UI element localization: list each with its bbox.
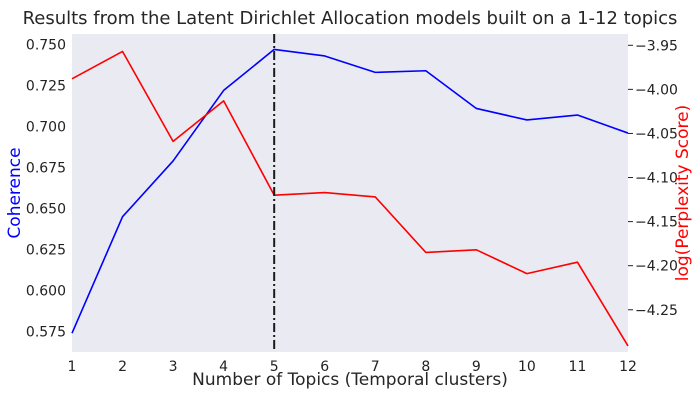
x-tick-label: 1 [68,359,77,375]
x-axis-title: Number of Topics (Temporal clusters) [192,370,508,390]
x-tick-label: 6 [320,359,329,375]
plot-area [72,34,628,352]
x-tick-label: 2 [118,359,127,375]
right-y-axis-title: log(Perplexity Score) [673,105,693,281]
left-y-axis-title: Coherence [5,147,25,238]
left-y-tick-label: 0.750 [26,37,66,53]
left-y-tick-label: 0.700 [26,119,66,135]
right-y-axis: −4.25 −4.20 −4.15 −4.10 −4.05 −4.00 −3.95 [628,38,678,319]
left-y-tick-label: 0.675 [26,160,66,176]
right-y-tick-label: −3.95 [635,38,678,54]
left-y-tick-label: 0.600 [26,283,66,299]
chart-title: Results from the Latent Dirichlet Alloca… [23,8,678,29]
x-tick-label: 4 [219,359,228,375]
x-tick-label: 11 [569,359,587,375]
x-tick-label: 10 [518,359,536,375]
right-y-tick-label: −4.15 [635,215,678,231]
right-y-tick-label: −4.25 [635,303,678,319]
left-y-tick-label: 0.650 [26,201,66,217]
x-tick-label: 12 [619,359,637,375]
right-y-tick-label: −4.00 [635,82,678,98]
left-y-tick-label: 0.625 [26,242,66,258]
left-y-tick-label: 0.575 [26,324,66,340]
series-layer [71,48,629,347]
right-y-tick-label: −4.05 [635,126,678,142]
x-tick-label: 7 [371,359,380,375]
perplexity-line [71,50,629,347]
left-y-axis: 0.575 0.600 0.625 0.650 0.675 0.700 0.725 0.750 [26,37,66,340]
x-tick-label: 8 [421,359,430,375]
left-y-tick-label: 0.725 [26,78,66,94]
right-y-tick-label: −4.20 [635,259,678,275]
x-axis: 1 2 3 4 5 6 7 8 9 10 11 12 [68,359,637,375]
coherence-line [71,48,629,334]
x-tick-label: 5 [270,359,279,375]
right-y-tick-label: −4.10 [635,171,678,187]
x-tick-label: 3 [169,359,178,375]
x-tick-label: 9 [472,359,481,375]
